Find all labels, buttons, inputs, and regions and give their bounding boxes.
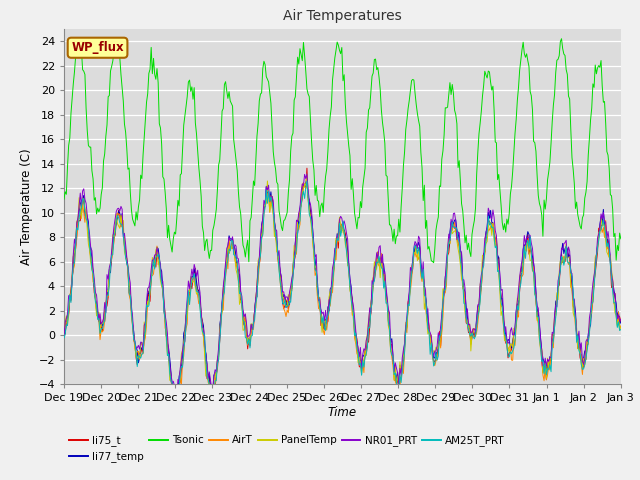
Text: WP_flux: WP_flux	[71, 41, 124, 54]
Legend: li75_t, li77_temp, Tsonic, AirT, PanelTemp, NR01_PRT, AM25T_PRT: li75_t, li77_temp, Tsonic, AirT, PanelTe…	[69, 435, 504, 462]
Title: Air Temperatures: Air Temperatures	[283, 10, 402, 24]
X-axis label: Time: Time	[328, 406, 357, 419]
Y-axis label: Air Temperature (C): Air Temperature (C)	[20, 148, 33, 264]
